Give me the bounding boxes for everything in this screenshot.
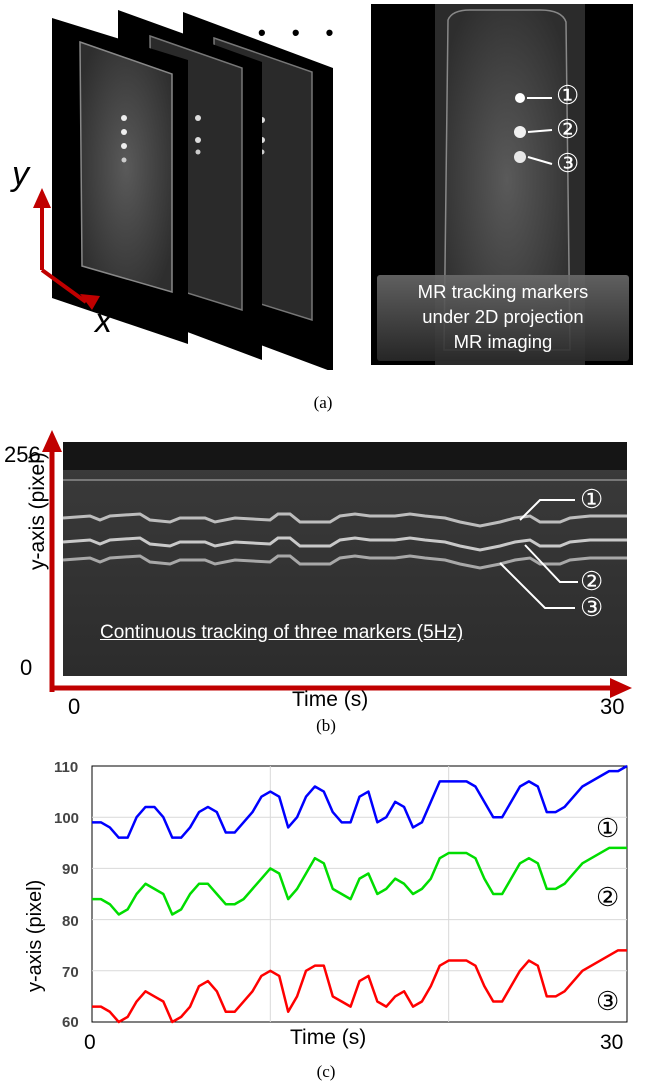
b-y-axis-label-text: y-axis (pixel)	[26, 452, 49, 570]
panel-b-graphic	[42, 430, 632, 698]
b-marker-label-3: ③	[580, 592, 604, 622]
b-x-left-label: 0	[68, 694, 81, 719]
marker-label-3: ③	[556, 148, 580, 178]
panel-b-label: (b)	[316, 716, 336, 735]
line-chart	[91, 764, 628, 1024]
trace-marker-2	[62, 536, 627, 552]
y-tick-label: 100	[54, 810, 80, 827]
marker-label-1: ①	[556, 80, 580, 110]
b-inner-caption: Continuous tracking of three markers (5H…	[100, 622, 464, 643]
c-y-axis-label-text: y-axis (pixel)	[24, 879, 46, 992]
c-y-axis-label: y-axis (pixel)	[24, 880, 47, 992]
grid	[92, 766, 627, 1022]
c-series-label-1: ①	[596, 813, 620, 843]
b-marker-label-2: ②	[580, 566, 604, 596]
c-series-label-2: ②	[596, 882, 620, 912]
ellipsis: • • •	[258, 20, 344, 45]
c-x-axis-label: Time (s)	[290, 1026, 367, 1049]
b-y-top-label: 256	[4, 442, 41, 467]
c-series-label-3: ③	[596, 986, 620, 1016]
series-line-1	[92, 764, 628, 839]
y-tick-label: 60	[62, 1014, 79, 1031]
c-x-tick-right: 30	[600, 1031, 624, 1054]
mr-caption-box: MR tracking markers under 2D projection …	[377, 279, 629, 354]
series-line-3	[92, 949, 627, 1024]
b-marker-label-1: ①	[580, 484, 604, 514]
mr-caption-line-3: MR imaging	[453, 331, 553, 352]
panel-c-label: (c)	[316, 1062, 336, 1081]
mr-caption-line-2: under 2D projection	[422, 306, 584, 327]
x-axis-letter: x	[95, 302, 112, 340]
series-line-2	[92, 846, 627, 916]
xy-axes-arrows	[33, 188, 100, 310]
panel-a-graphic	[33, 4, 633, 370]
panel-a-label: (a)	[313, 393, 333, 412]
y-axis-letter: y	[12, 155, 29, 193]
b-x-axis-label: Time (s)	[292, 688, 369, 711]
y-tick-label: 90	[62, 861, 79, 878]
b-y-axis-label: y-axis (pixel)	[26, 452, 50, 570]
b-x-right-label: 30	[600, 694, 625, 719]
y-tick-label: 70	[62, 964, 79, 981]
b-y-bottom-label: 0	[20, 655, 33, 680]
mr-caption-line-1: MR tracking markers	[417, 281, 589, 302]
marker-label-2: ②	[556, 114, 580, 144]
mr-slice-1	[52, 18, 188, 344]
plot-area	[91, 765, 628, 1023]
y-tick-label: 80	[62, 913, 79, 930]
y-tick-label: 110	[54, 759, 79, 776]
c-x-tick-left: 0	[84, 1031, 96, 1054]
trace-marker-3	[62, 554, 627, 570]
trace-marker-1	[62, 512, 627, 528]
series-group	[92, 764, 628, 1024]
mr-projection-image	[371, 4, 633, 365]
